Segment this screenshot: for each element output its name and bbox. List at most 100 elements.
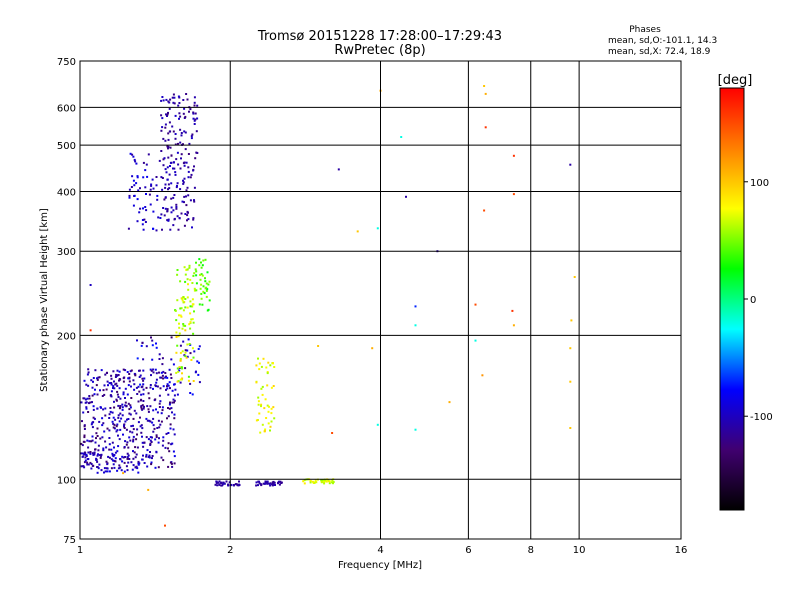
data-point-1114 (268, 482, 271, 485)
x-tick-label-4: 8 (528, 545, 534, 556)
data-point-961 (201, 274, 204, 277)
data-point-1023 (259, 431, 262, 434)
data-point-426 (147, 392, 150, 395)
data-point-406 (86, 461, 89, 464)
data-point-816 (167, 100, 170, 103)
data-point-726 (175, 206, 178, 208)
data-point-335 (98, 376, 101, 379)
data-point-346 (82, 440, 85, 443)
data-point-996 (200, 292, 203, 295)
data-point-1112 (255, 484, 258, 487)
data-point-364 (81, 420, 83, 423)
data-point-1160 (325, 479, 328, 482)
data-point-636 (184, 351, 187, 354)
data-point-288 (126, 452, 129, 455)
data-point-722 (162, 137, 165, 140)
data-point-183 (120, 417, 123, 420)
data-point-458 (139, 416, 141, 419)
data-point-708 (152, 210, 155, 213)
data-point-4 (173, 455, 176, 458)
data-point-137 (92, 380, 94, 383)
data-point-324 (149, 442, 152, 445)
data-point-703 (148, 193, 151, 196)
data-point-948 (186, 268, 189, 271)
y-tick-label-6: 600 (57, 103, 76, 114)
data-point-491 (143, 462, 146, 464)
data-point-662 (149, 203, 152, 206)
data-point-418 (117, 416, 120, 419)
data-point-221 (125, 404, 128, 407)
data-point-886 (182, 143, 184, 146)
data-point-899 (193, 199, 195, 202)
data-point-143 (80, 442, 83, 445)
data-point-653 (178, 332, 181, 335)
data-point-854 (193, 101, 196, 104)
data-point-968 (202, 285, 205, 288)
data-point-549 (176, 393, 179, 396)
data-point-970 (200, 297, 203, 300)
data-point-952 (188, 266, 191, 269)
data-point-944 (183, 266, 186, 269)
data-point-84 (108, 456, 111, 459)
data-point-94 (132, 379, 135, 382)
data-point-473 (147, 456, 150, 458)
data-point-709 (150, 183, 153, 186)
data-point-448 (92, 464, 95, 467)
data-point-802 (174, 133, 177, 135)
data-point-571 (191, 393, 194, 396)
data-point-741 (192, 111, 195, 114)
data-point-644 (175, 336, 178, 338)
data-point-615 (190, 318, 193, 321)
data-point-532 (124, 456, 127, 458)
data-point-907 (192, 169, 195, 172)
data-point-760 (164, 168, 167, 171)
data-point-1164 (376, 423, 379, 426)
data-point-119 (95, 437, 97, 440)
y-tick-labels: 75 100 200 300 400 500 600 750 (57, 57, 76, 546)
data-point-1178 (484, 92, 487, 95)
data-point-198 (124, 397, 126, 399)
data-point-37 (155, 434, 158, 437)
data-point-265 (113, 406, 116, 409)
data-point-154 (143, 377, 146, 380)
data-point-309 (99, 437, 102, 440)
data-point-1011 (272, 406, 275, 409)
data-point-419 (126, 418, 128, 421)
data-point-466 (149, 436, 152, 439)
data-point-296 (170, 443, 173, 446)
data-point-1077 (215, 482, 218, 484)
data-point-630 (182, 309, 185, 312)
data-point-103 (133, 372, 136, 375)
data-point-594 (158, 353, 161, 356)
data-point-144 (117, 396, 120, 398)
data-point-1041 (270, 420, 273, 423)
data-point-29 (172, 428, 175, 431)
data-point-674 (159, 217, 162, 219)
data-point-484 (137, 471, 140, 474)
data-point-1058 (215, 480, 218, 483)
data-point-834 (185, 161, 188, 164)
data-point-600 (178, 366, 181, 369)
data-point-527 (108, 470, 111, 473)
data-point-18 (124, 401, 127, 404)
data-point-261 (92, 377, 95, 379)
stats-heading: Phases (629, 25, 661, 35)
data-point-654 (181, 350, 184, 353)
data-point-1040 (258, 362, 261, 365)
data-point-799 (164, 196, 167, 199)
data-point-178 (117, 374, 120, 376)
data-point-1179 (484, 126, 487, 129)
data-point-1050 (238, 480, 240, 483)
data-point-15 (164, 446, 167, 449)
data-point-351 (113, 460, 116, 462)
data-point-334 (112, 455, 115, 458)
data-point-282 (92, 408, 95, 411)
data-point-784 (168, 173, 171, 176)
data-point-800 (160, 129, 163, 132)
data-point-734 (175, 186, 178, 189)
data-point-27 (141, 441, 144, 444)
data-point-148 (157, 441, 160, 444)
data-point-360 (161, 409, 164, 412)
data-point-185 (134, 374, 137, 377)
data-point-697 (144, 169, 147, 172)
